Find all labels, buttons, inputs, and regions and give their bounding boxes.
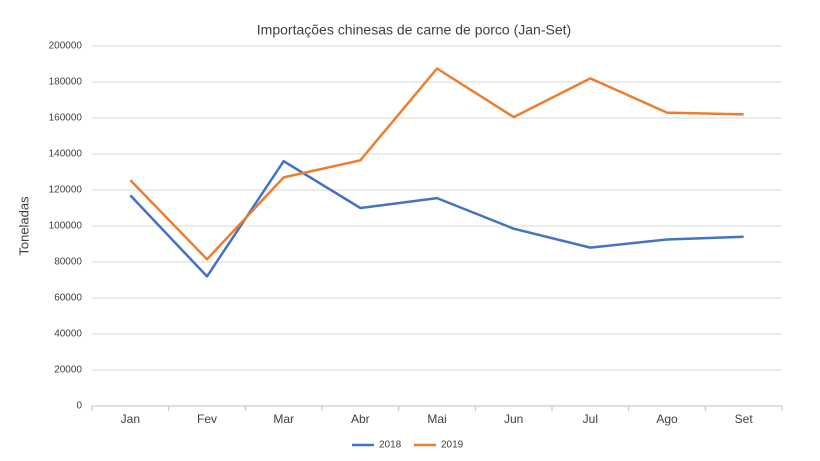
y-tick-label: 0 bbox=[76, 401, 82, 412]
y-tick-label: 140000 bbox=[49, 149, 83, 160]
x-tick-label: Fev bbox=[197, 412, 217, 426]
x-tick-label: Ago bbox=[656, 412, 678, 426]
x-tick-label: Jul bbox=[583, 412, 598, 426]
x-tick-label: Mar bbox=[273, 412, 294, 426]
y-tick-label: 20000 bbox=[54, 365, 82, 376]
y-tick-label: 100000 bbox=[49, 221, 83, 232]
line-series bbox=[129, 67, 744, 261]
y-tick-label: 160000 bbox=[49, 113, 83, 124]
x-tick-label: Abr bbox=[351, 412, 370, 426]
x-tick-label: Jan bbox=[121, 412, 140, 426]
y-axis-label: Toneladas bbox=[16, 196, 31, 256]
line-series bbox=[129, 159, 744, 278]
x-tick-label: Set bbox=[735, 412, 754, 426]
y-tick-label: 40000 bbox=[54, 329, 82, 340]
y-tick-label: 120000 bbox=[49, 185, 83, 196]
y-tick-label: 80000 bbox=[54, 257, 82, 268]
legend-label: 2018 bbox=[379, 440, 402, 451]
y-tick-label: 60000 bbox=[54, 293, 82, 304]
legend-label: 2019 bbox=[441, 440, 464, 451]
x-tick-label: Mai bbox=[427, 412, 446, 426]
chart-title: Importações chinesas de carne de porco (… bbox=[257, 22, 571, 38]
y-tick-label: 200000 bbox=[49, 41, 83, 52]
x-tick-label: Jun bbox=[504, 412, 523, 426]
y-tick-label: 180000 bbox=[49, 77, 83, 88]
